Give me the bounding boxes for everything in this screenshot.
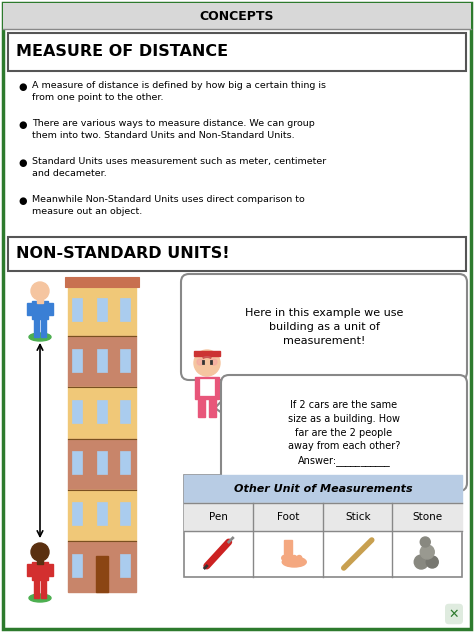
Circle shape [426,556,438,568]
Circle shape [420,545,434,559]
Bar [120,554,130,576]
Ellipse shape [29,333,51,341]
Text: Meanwhile Non-Standard Units uses direct comparison to
measure out an object.: Meanwhile Non-Standard Units uses direct… [32,195,305,216]
Bar [184,503,462,531]
Bar [120,349,130,372]
Text: A measure of distance is defined by how big a certain thing is
from one point to: A measure of distance is defined by how … [32,81,326,102]
FancyBboxPatch shape [8,237,466,271]
Circle shape [292,556,297,561]
Text: ●: ● [18,120,27,130]
Bar [195,377,219,399]
Circle shape [420,537,430,547]
Bar [72,349,82,372]
Text: Standard Units uses measurement such as meter, centimeter
and decameter.: Standard Units uses measurement such as … [32,157,326,178]
Bar [37,558,43,564]
Bar [193,347,221,353]
Text: Stick: Stick [345,512,371,522]
Bar [34,578,39,598]
Bar [120,298,130,321]
Bar [27,303,32,315]
Text: CONCEPTS: CONCEPTS [200,9,274,23]
Ellipse shape [29,594,51,602]
Bar [72,554,82,576]
Text: If 2 cars are the same
size as a building. How
far are the 2 people
away from ea: If 2 cars are the same size as a buildin… [288,400,400,466]
Bar [37,297,43,303]
Bar [200,379,214,395]
Bar [27,564,32,576]
Bar [72,400,82,423]
Text: ✕: ✕ [449,607,459,621]
Bar [32,301,48,319]
Bar [184,475,462,503]
Circle shape [31,282,49,300]
Bar [72,298,82,321]
Text: There are various ways to measure distance. We can group
them into two. Standard: There are various ways to measure distan… [32,119,315,140]
Polygon shape [209,372,239,390]
Text: ●: ● [18,82,27,92]
Bar [120,451,130,475]
Bar [48,303,53,315]
Bar [34,317,39,337]
Text: ●: ● [18,196,27,206]
FancyBboxPatch shape [8,33,466,71]
Circle shape [31,543,49,561]
Bar [48,564,53,576]
Circle shape [282,556,287,561]
Text: Foot: Foot [277,512,300,522]
Bar [120,400,130,423]
Bar [96,556,108,592]
Bar [194,351,220,356]
Bar [72,502,82,525]
Text: NON-STANDARD UNITS!: NON-STANDARD UNITS! [16,246,229,262]
FancyBboxPatch shape [181,274,467,380]
Text: Pen: Pen [210,512,228,522]
Bar [97,502,107,525]
Text: ●: ● [18,158,27,168]
Bar [97,400,107,423]
Bar [68,387,136,439]
Text: MEASURE OF DISTANCE: MEASURE OF DISTANCE [16,44,228,59]
Text: Here in this example we use
building as a unit of
measurement!: Here in this example we use building as … [245,308,403,346]
Text: Other Unit of Measurements: Other Unit of Measurements [234,484,412,494]
FancyBboxPatch shape [195,325,219,351]
Bar [68,285,136,336]
FancyBboxPatch shape [3,3,471,629]
Ellipse shape [282,557,306,567]
Bar [72,451,82,475]
Circle shape [414,555,428,569]
Circle shape [197,359,203,365]
Bar [209,399,216,417]
Circle shape [287,556,292,561]
Bar [68,336,136,387]
Bar [284,540,292,560]
Circle shape [297,556,302,561]
Bar [41,578,46,598]
FancyBboxPatch shape [221,375,467,491]
Bar [97,349,107,372]
Bar [32,562,48,580]
Circle shape [194,350,220,376]
Bar [97,451,107,475]
Bar [68,490,136,541]
Circle shape [211,359,217,365]
FancyBboxPatch shape [184,475,462,577]
FancyBboxPatch shape [3,3,471,29]
Bar [97,298,107,321]
Bar [68,439,136,490]
Text: Stone: Stone [412,512,442,522]
Polygon shape [215,393,229,418]
Bar [65,277,139,287]
Bar [41,317,46,337]
Bar [198,399,205,417]
Bar [120,502,130,525]
Bar [68,541,136,592]
Bar [68,285,136,592]
